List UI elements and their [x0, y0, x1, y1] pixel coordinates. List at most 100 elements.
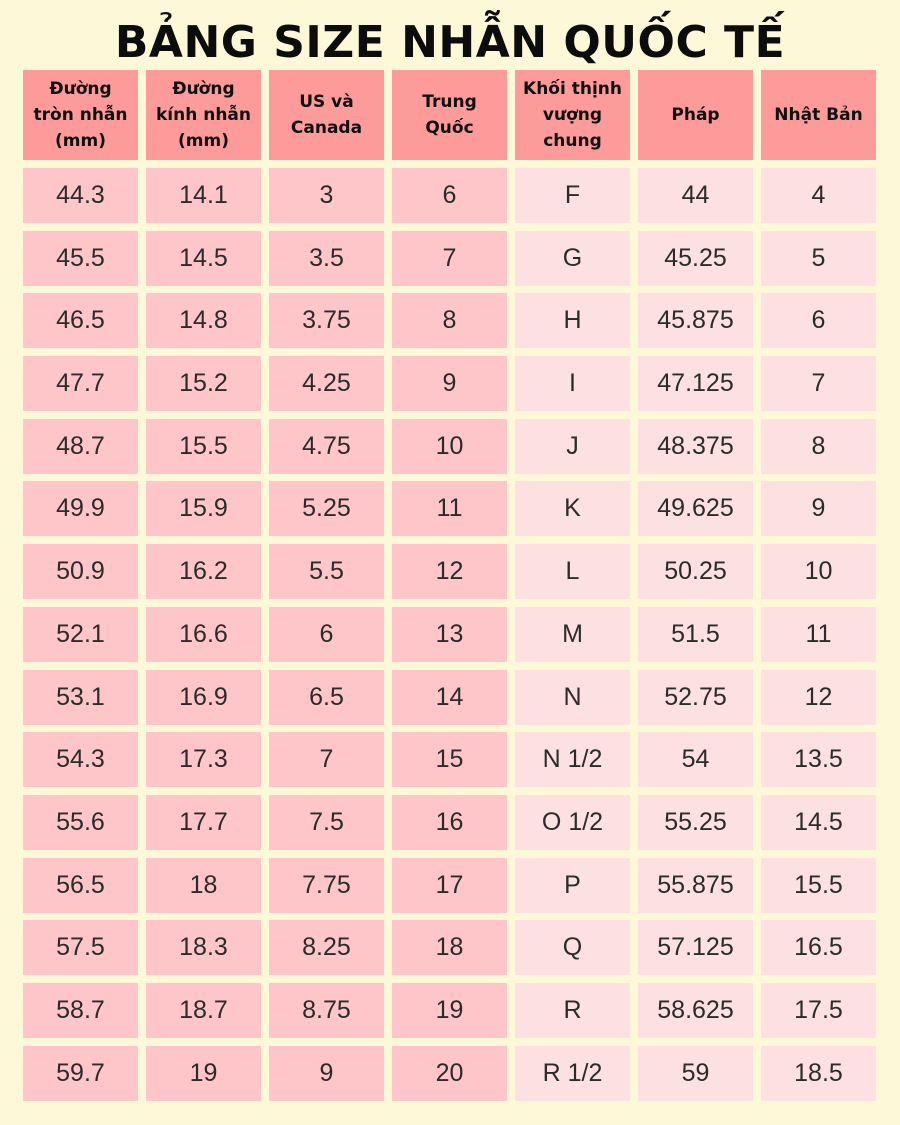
table-cell: 17.3: [146, 732, 261, 788]
table-cell: 14: [392, 669, 507, 725]
table-cell: 7.75: [269, 857, 384, 913]
table-cell: 9: [761, 481, 876, 537]
table-cell: R 1/2: [515, 1045, 630, 1101]
table-cell: M: [515, 606, 630, 662]
table-cell: 58.7: [23, 982, 138, 1038]
table-cell: 59.7: [23, 1045, 138, 1101]
table-cell: 13.5: [761, 732, 876, 788]
table-cell: I: [515, 356, 630, 412]
table-cell: 15.2: [146, 356, 261, 412]
table-cell: 18.7: [146, 982, 261, 1038]
table-cell: 16.2: [146, 544, 261, 600]
table-cell: R: [515, 982, 630, 1038]
table-cell: 9: [392, 356, 507, 412]
table-cell: 52.75: [638, 669, 753, 725]
table-cell: 18: [392, 920, 507, 976]
table-cell: 8.25: [269, 920, 384, 976]
table-cell: 17: [392, 857, 507, 913]
table-cell: 3.5: [269, 230, 384, 286]
table-cell: 16.5: [761, 920, 876, 976]
table-row: 46.5 14.8 3.75 8 H 45.875 6: [23, 293, 878, 349]
column-header: Đường kính nhẫn (mm): [146, 70, 261, 160]
table-cell: 5.5: [269, 544, 384, 600]
table-cell: 12: [392, 544, 507, 600]
table-cell: 5.25: [269, 481, 384, 537]
table-cell: 59: [638, 1045, 753, 1101]
table-cell: 17.7: [146, 794, 261, 850]
table-cell: 4.25: [269, 356, 384, 412]
table-cell: 50.9: [23, 544, 138, 600]
table-cell: 12: [761, 669, 876, 725]
table-cell: 14.8: [146, 293, 261, 349]
table-header-row: Đường tròn nhẫn (mm) Đường kính nhẫn (mm)…: [23, 70, 878, 160]
table-cell: 47.7: [23, 356, 138, 412]
column-header: Pháp: [638, 70, 753, 160]
table-cell: 48.375: [638, 418, 753, 474]
table-cell: N 1/2: [515, 732, 630, 788]
table-cell: 20: [392, 1045, 507, 1101]
table-cell: 4.75: [269, 418, 384, 474]
table-cell: 45.5: [23, 230, 138, 286]
column-header: Trung Quốc: [392, 70, 507, 160]
table-cell: 16.9: [146, 669, 261, 725]
table-cell: H: [515, 293, 630, 349]
table-cell: 10: [392, 418, 507, 474]
table-cell: 4: [761, 168, 876, 223]
table-row: 50.9 16.2 5.5 12 L 50.25 10: [23, 544, 878, 600]
table-cell: 14.1: [146, 168, 261, 223]
table-cell: 53.1: [23, 669, 138, 725]
table-cell: P: [515, 857, 630, 913]
table-row: 52.1 16.6 6 13 M 51.5 11: [23, 606, 878, 662]
table-cell: 13: [392, 606, 507, 662]
table-cell: 11: [392, 481, 507, 537]
table-cell: 44.3: [23, 168, 138, 223]
table-cell: 19: [392, 982, 507, 1038]
table-cell: O 1/2: [515, 794, 630, 850]
table-cell: 44: [638, 168, 753, 223]
column-header: Nhật Bản: [761, 70, 876, 160]
table-cell: G: [515, 230, 630, 286]
table-row: 44.3 14.1 3 6 F 44 4: [23, 168, 878, 223]
table-cell: L: [515, 544, 630, 600]
table-row: 47.7 15.2 4.25 9 I 47.125 7: [23, 356, 878, 412]
table-cell: 15.9: [146, 481, 261, 537]
table-cell: 18.5: [761, 1045, 876, 1101]
table-cell: 6.5: [269, 669, 384, 725]
table-cell: 47.125: [638, 356, 753, 412]
table-cell: 45.25: [638, 230, 753, 286]
column-header: Khối thịnh vượng chung: [515, 70, 630, 160]
table-cell: 49.9: [23, 481, 138, 537]
ring-size-table: Đường tròn nhẫn (mm) Đường kính nhẫn (mm)…: [23, 70, 878, 1108]
column-header: Đường tròn nhẫn (mm): [23, 70, 138, 160]
table-cell: 5: [761, 230, 876, 286]
table-row: 56.5 18 7.75 17 P 55.875 15.5: [23, 857, 878, 913]
table-cell: 55.6: [23, 794, 138, 850]
table-cell: 50.25: [638, 544, 753, 600]
table-cell: 7.5: [269, 794, 384, 850]
table-cell: 14.5: [146, 230, 261, 286]
table-cell: 8: [392, 293, 507, 349]
table-cell: 55.25: [638, 794, 753, 850]
table-cell: N: [515, 669, 630, 725]
table-cell: 57.125: [638, 920, 753, 976]
table-cell: 15: [392, 732, 507, 788]
table-cell: 7: [392, 230, 507, 286]
table-body: 44.3 14.1 3 6 F 44 4 45.5 14.5 3.5 7 G 45.25 5 46.5 14.…: [23, 168, 878, 1101]
table-cell: 54.3: [23, 732, 138, 788]
page-title: BẢNG SIZE NHẪN QUỐC TẾ: [114, 17, 786, 68]
table-row: 57.5 18.3 8.25 18 Q 57.125 16.5: [23, 920, 878, 976]
table-cell: 18: [146, 857, 261, 913]
table-cell: Q: [515, 920, 630, 976]
table-cell: 3.75: [269, 293, 384, 349]
table-cell: 10: [761, 544, 876, 600]
table-cell: 7: [269, 732, 384, 788]
table-row: 58.7 18.7 8.75 19 R 58.625 17.5: [23, 982, 878, 1038]
table-cell: 9: [269, 1045, 384, 1101]
table-cell: 56.5: [23, 857, 138, 913]
table-cell: 49.625: [638, 481, 753, 537]
table-cell: K: [515, 481, 630, 537]
table-cell: 6: [761, 293, 876, 349]
table-cell: 16.6: [146, 606, 261, 662]
table-row: 55.6 17.7 7.5 16 O 1/2 55.25 14.5: [23, 794, 878, 850]
table-cell: 16: [392, 794, 507, 850]
